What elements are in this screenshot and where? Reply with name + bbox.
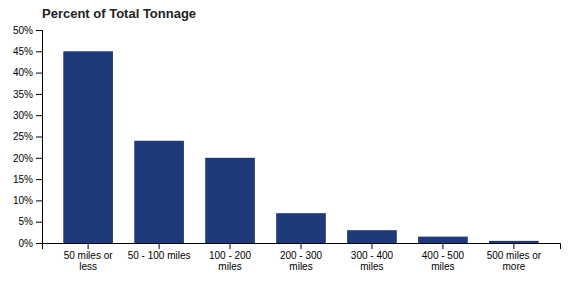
y-tick-mark [36, 30, 42, 31]
x-tick-mark [88, 243, 89, 249]
x-tick: 300 - 400miles [351, 243, 394, 272]
y-tick: 0% [19, 238, 42, 249]
x-tick-label: 200 - 300miles [280, 250, 323, 272]
y-tick-label: 10% [13, 195, 33, 206]
y-tick-mark [36, 222, 42, 223]
y-tick-mark [36, 137, 42, 138]
y-tick-mark [36, 94, 42, 95]
y-tick: 15% [13, 174, 42, 185]
y-tick-mark [36, 51, 42, 52]
x-tick-mark [159, 243, 160, 249]
x-tick-label: 100 - 200miles [209, 250, 252, 272]
x-tick-mark [513, 243, 514, 249]
y-tick-label: 35% [13, 89, 33, 100]
y-tick-mark [36, 115, 42, 116]
x-axis-line [43, 244, 561, 250]
y-tick: 50% [13, 25, 42, 36]
x-tick-mark [230, 243, 231, 249]
bar [205, 158, 255, 243]
x-tick-mark [442, 243, 443, 249]
plot: 50 miles orless 50 - 100 miles 100 - 200mi… [13, 25, 561, 272]
y-tick: 5% [19, 216, 42, 227]
y-tick: 45% [13, 46, 42, 57]
y-axis-line [36, 31, 43, 244]
y-tick-label: 50% [13, 25, 33, 36]
x-tick-label: 50 miles orless [64, 250, 114, 272]
y-tick-label: 25% [13, 131, 33, 142]
y-tick: 25% [13, 131, 42, 142]
bars [63, 51, 538, 243]
y-tick-mark [36, 200, 42, 201]
bar [134, 141, 184, 243]
y-tick-mark [36, 73, 42, 74]
bar [489, 241, 539, 243]
y-tick-mark [36, 243, 42, 244]
x-tick: 500 miles ormore [487, 243, 542, 272]
y-tick: 30% [13, 110, 42, 121]
y-tick-mark [36, 158, 42, 159]
y-tick-label: 5% [19, 216, 34, 227]
x-tick-mark [301, 243, 302, 249]
bar [63, 51, 113, 243]
y-tick-label: 15% [13, 174, 33, 185]
bar [347, 230, 397, 243]
title: Percent of Total Tonnage [42, 6, 196, 21]
y-axis: 0% 5% 10% 15% 20% 25% 30% 35% 40% 45% 50% [13, 25, 43, 249]
y-tick-label: 45% [13, 46, 33, 57]
x-tick: 400 - 500miles [422, 243, 465, 272]
y-tick: 10% [13, 195, 42, 206]
x-tick: 50 miles orless [64, 243, 114, 272]
x-tick-mark [371, 243, 372, 249]
y-tick: 35% [13, 89, 42, 100]
x-tick-label: 400 - 500miles [422, 250, 465, 272]
x-axis: 50 miles orless 50 - 100 miles 100 - 200mi… [43, 243, 561, 272]
y-tick-label: 30% [13, 110, 33, 121]
bar [276, 213, 326, 243]
y-tick-mark [36, 179, 42, 180]
x-tick-label: 50 - 100 miles [128, 250, 191, 261]
y-tick-label: 40% [13, 67, 33, 78]
x-tick: 100 - 200miles [209, 243, 252, 272]
x-tick-label: 300 - 400miles [351, 250, 394, 272]
y-tick-label: 20% [13, 153, 33, 164]
chart: 50 miles orless 50 - 100 miles 100 - 200mi… [0, 0, 575, 285]
x-tick: 200 - 300miles [280, 243, 323, 272]
y-tick: 20% [13, 153, 42, 164]
x-tick-label: 500 miles ormore [487, 250, 542, 272]
y-tick-label: 0% [19, 238, 34, 249]
x-tick: 50 - 100 miles [128, 243, 191, 261]
bar [418, 237, 468, 243]
y-tick: 40% [13, 67, 42, 78]
